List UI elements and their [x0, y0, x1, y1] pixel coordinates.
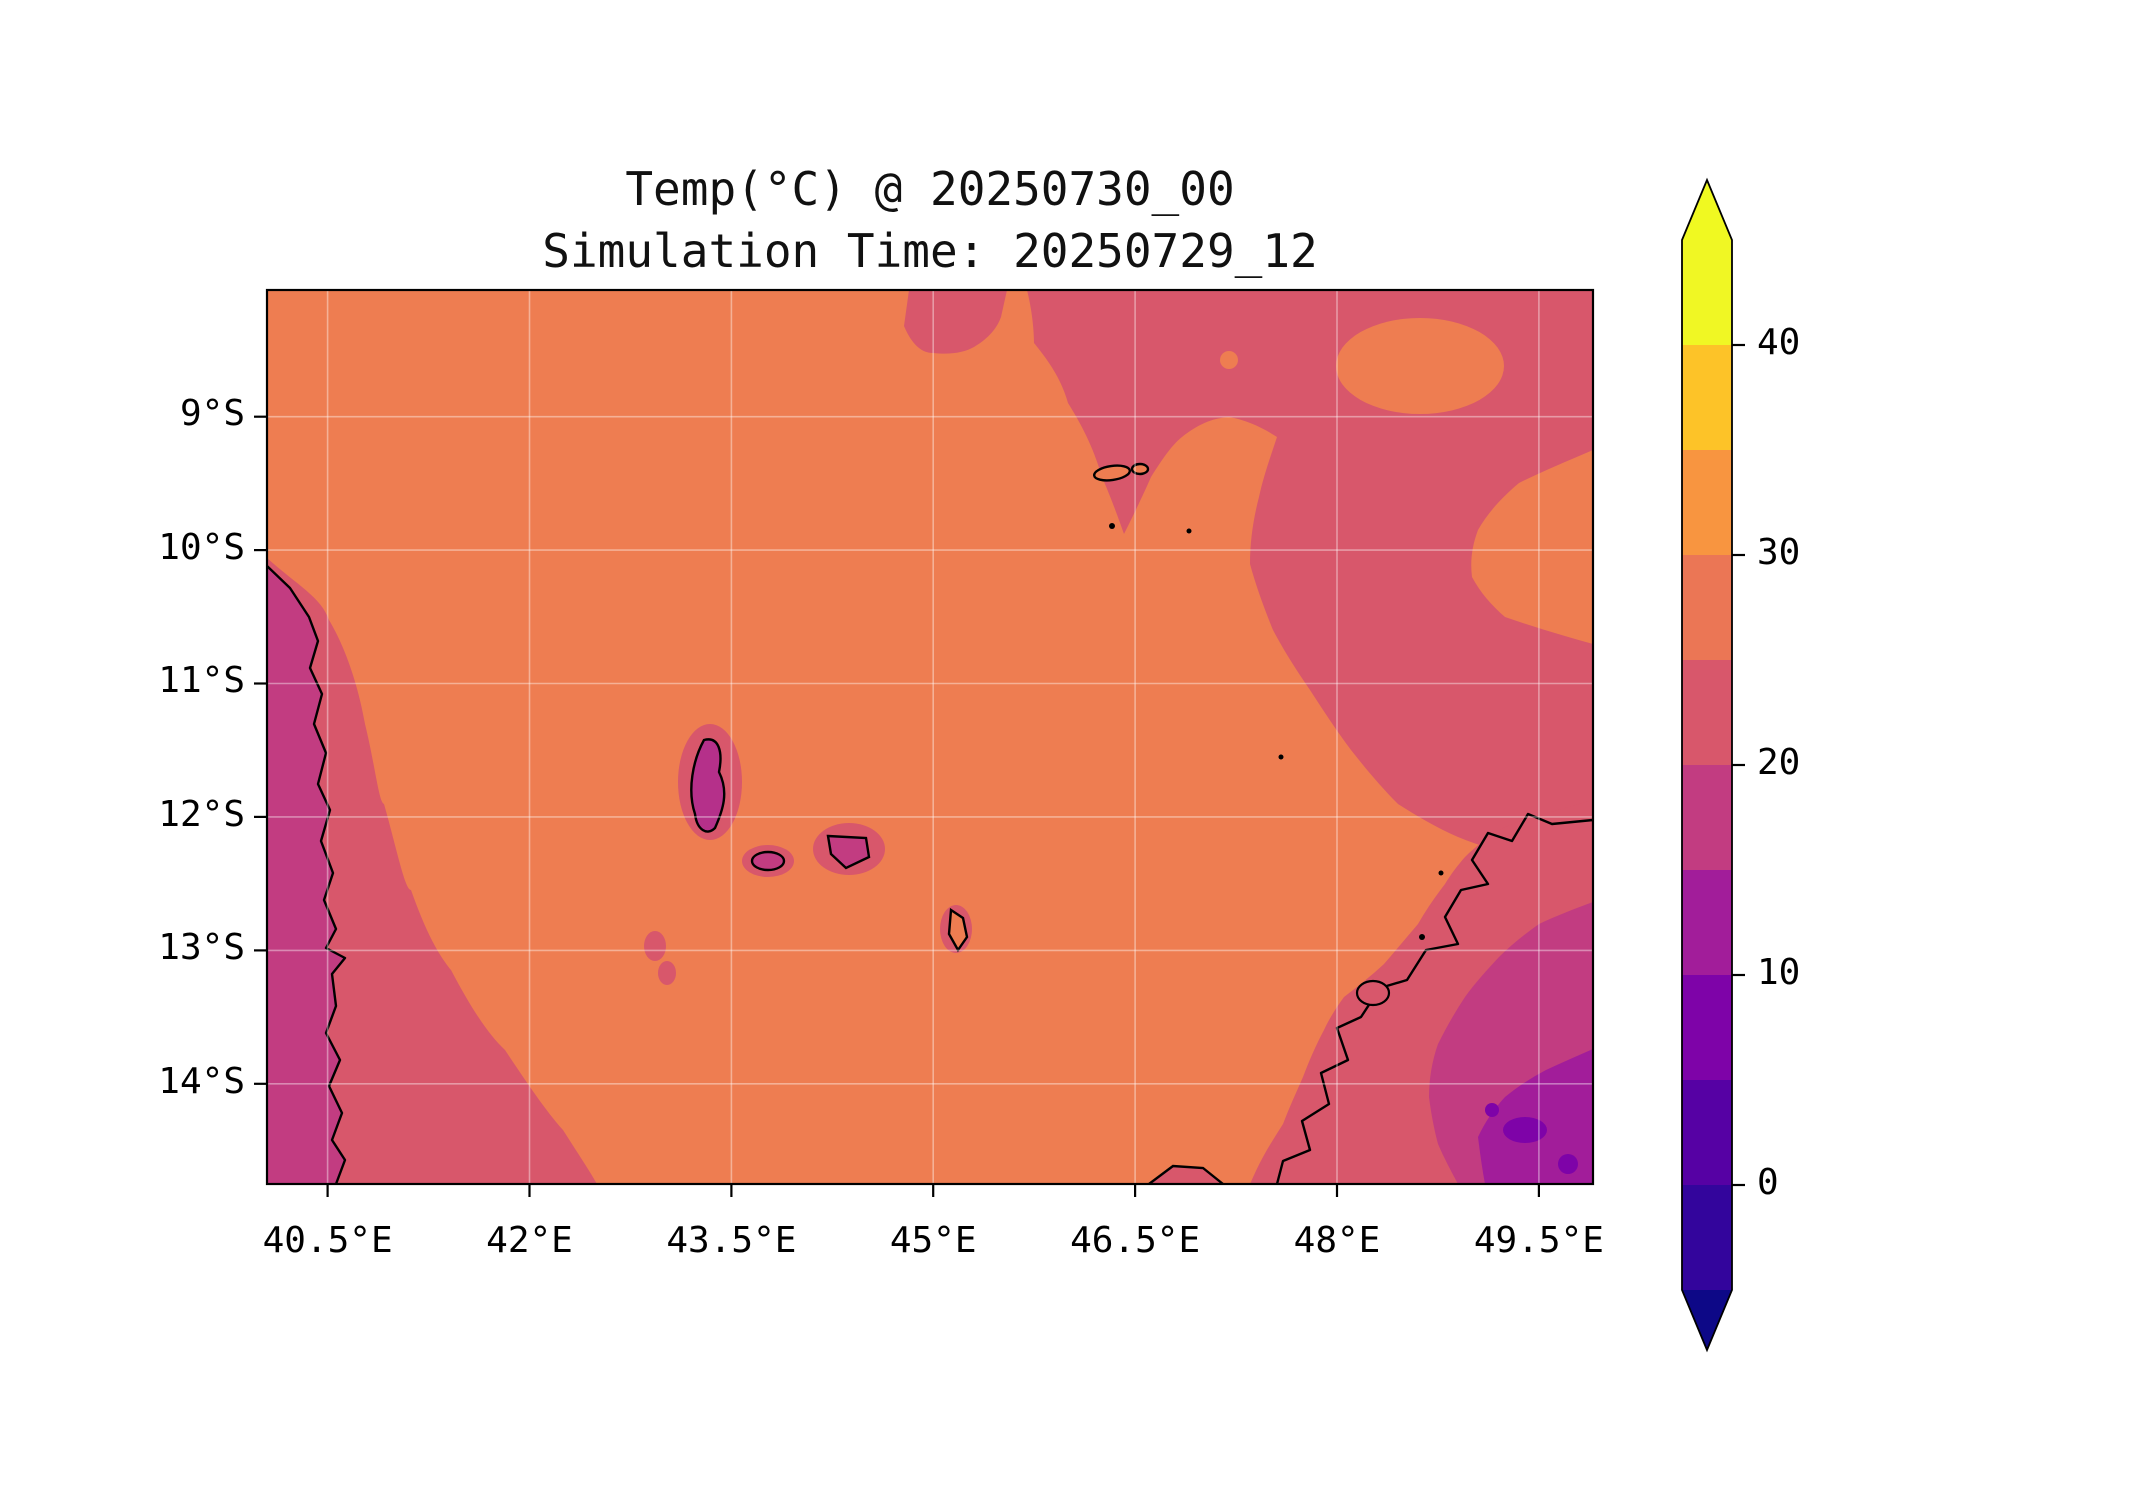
orange-patch-b — [1471, 450, 1593, 644]
colorbar-band — [1682, 450, 1732, 555]
colorbar-band — [1682, 555, 1732, 660]
colorbar-band — [1682, 1080, 1732, 1185]
island-mayotte — [947, 907, 969, 953]
orange-speck — [1220, 351, 1238, 369]
colorbar-tick-marks — [1732, 343, 1745, 1187]
x-tick-label: 49.5°E — [1473, 1220, 1604, 1261]
x-tick-marks — [326, 1184, 1541, 1197]
x-tick-label: 43.5°E — [666, 1220, 797, 1261]
colorbar — [1681, 177, 1745, 1353]
dark-purple-spot — [1503, 1117, 1547, 1143]
north-pink-patch — [904, 290, 1007, 354]
africa-coastal-pink — [267, 558, 597, 1184]
colorbar-band — [1682, 240, 1732, 345]
pink-smudge — [658, 961, 676, 985]
islet-dot — [1109, 523, 1115, 529]
dark-purple-spot — [1558, 1154, 1578, 1174]
colorbar-tick-label: 10 — [1757, 952, 1801, 993]
y-tick-label: 13°S — [158, 927, 245, 968]
y-tick-label: 14°S — [158, 1061, 245, 1102]
coastline-africa — [267, 565, 347, 1184]
islet-dot — [1438, 870, 1444, 876]
coastline-madagascar — [1275, 812, 1593, 1184]
island-grande-comore — [690, 738, 726, 833]
y-tick-label: 9°S — [179, 393, 245, 434]
x-tick-label: 45°E — [889, 1220, 977, 1261]
colorbar-band — [1682, 660, 1732, 765]
orange-patch-a — [1336, 318, 1504, 414]
colorbar-band — [1682, 765, 1732, 870]
island-anjouan — [826, 834, 871, 870]
colorbar-under-arrow — [1682, 1290, 1732, 1350]
islet-dot — [1278, 754, 1284, 760]
northeast-pink-region — [1027, 290, 1593, 870]
africa-land-magenta — [267, 566, 345, 1184]
plot-border — [265, 288, 1595, 1186]
pink-smudge — [644, 931, 666, 961]
colorbar-tick-label: 30 — [1757, 532, 1801, 573]
colorbar-band — [1682, 345, 1732, 450]
x-tick-label: 40.5°E — [262, 1220, 393, 1261]
x-tick-label: 46.5°E — [1070, 1220, 1201, 1261]
colorbar-tick-label: 20 — [1757, 742, 1801, 783]
colorbar-band — [1682, 870, 1732, 975]
plot-subtitle: Simulation Time: 20250729_12 — [542, 224, 1318, 278]
colorbar-band — [1682, 975, 1732, 1080]
colorbar-outline — [1681, 177, 1733, 1353]
islet-dot — [1419, 934, 1425, 940]
x-tick-label: 48°E — [1293, 1220, 1381, 1261]
island-atoll-small — [1130, 462, 1150, 476]
contour-field — [267, 290, 1593, 1184]
y-tick-label: 11°S — [158, 660, 245, 701]
dark-purple-spot — [1485, 1103, 1499, 1117]
island-moheli — [750, 850, 786, 872]
colorbar-tick-label: 0 — [1757, 1162, 1779, 1203]
plot-title: Temp(°C) @ 20250730_00 — [625, 162, 1235, 216]
coastline-bottom-cape — [1148, 1164, 1224, 1184]
madagascar-purple — [1478, 1049, 1593, 1184]
island-atoll-large — [1092, 464, 1132, 482]
colorbar-band — [1682, 1185, 1732, 1290]
plot-area — [254, 288, 1595, 1197]
colorbar-over-arrow — [1682, 180, 1732, 240]
colorbar-tick-label: 40 — [1757, 322, 1801, 363]
islet-dot — [1186, 528, 1192, 534]
grid-lines — [267, 290, 1593, 1184]
y-tick-marks — [254, 415, 267, 1085]
x-tick-label: 42°E — [486, 1220, 573, 1261]
y-tick-label: 12°S — [158, 794, 245, 835]
y-tick-label: 10°S — [158, 527, 245, 568]
island-nosy-be — [1355, 979, 1391, 1007]
